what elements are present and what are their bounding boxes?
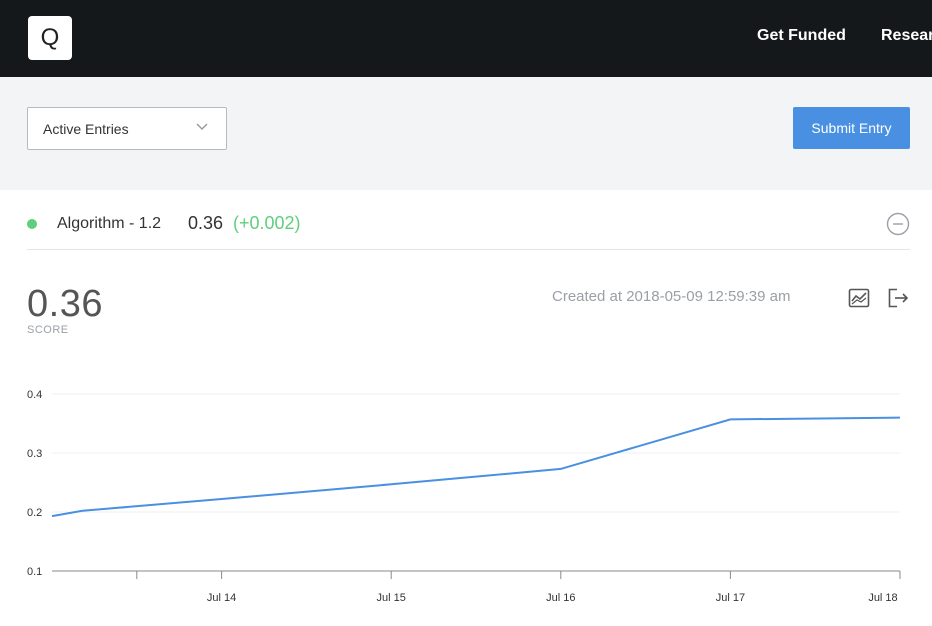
entries-filter-value: Active Entries bbox=[43, 120, 129, 137]
nav-research[interactable]: Researc bbox=[881, 27, 932, 44]
chart-icon[interactable] bbox=[847, 286, 871, 310]
status-dot bbox=[27, 219, 37, 229]
logo-letter: Q bbox=[40, 24, 60, 51]
x-tick-label: Jul 17 bbox=[716, 592, 745, 604]
y-tick-label: 0.1 bbox=[27, 566, 42, 578]
entry-score: 0.36 bbox=[188, 213, 224, 233]
export-icon[interactable] bbox=[886, 286, 910, 310]
top-navigation-bar: Q Get Funded Researc bbox=[0, 0, 932, 77]
created-timestamp: Created at 2018-05-09 12:59:39 am bbox=[552, 288, 791, 305]
detail-score-label: SCORE bbox=[27, 324, 69, 336]
entries-toolbar: Active Entries Submit Entry bbox=[0, 77, 932, 190]
entry-name: Algorithm - 1.2 bbox=[57, 215, 162, 232]
x-tick-label: Jul 16 bbox=[546, 592, 575, 604]
x-tick-label: Jul 14 bbox=[207, 592, 236, 604]
x-tick-label: Jul 18 bbox=[868, 592, 897, 604]
score-series-line bbox=[51, 416, 901, 518]
entries-filter-select[interactable]: Active Entries bbox=[27, 107, 227, 150]
y-tick-label: 0.4 bbox=[27, 389, 42, 401]
collapse-icon[interactable] bbox=[886, 212, 910, 236]
y-tick-label: 0.2 bbox=[27, 507, 42, 519]
x-tick-label: Jul 15 bbox=[377, 592, 406, 604]
submit-entry-button[interactable]: Submit Entry bbox=[793, 107, 910, 149]
y-tick-label: 0.3 bbox=[27, 448, 42, 460]
score-chart: 0.4 0.3 0.2 0.1 Jul 14 Jul 15 Jul 16 Jul 17 Jul … bbox=[27, 389, 901, 604]
nav-get-funded[interactable]: Get Funded bbox=[757, 27, 846, 44]
logo[interactable]: Q bbox=[28, 16, 72, 60]
entry-row[interactable]: Algorithm - 1.2 0.36 (+0.002) bbox=[27, 200, 910, 250]
detail-score: 0.36 bbox=[27, 283, 103, 325]
entry-score-delta: (+0.002) bbox=[233, 213, 301, 233]
chevron-down-icon bbox=[196, 123, 208, 130]
